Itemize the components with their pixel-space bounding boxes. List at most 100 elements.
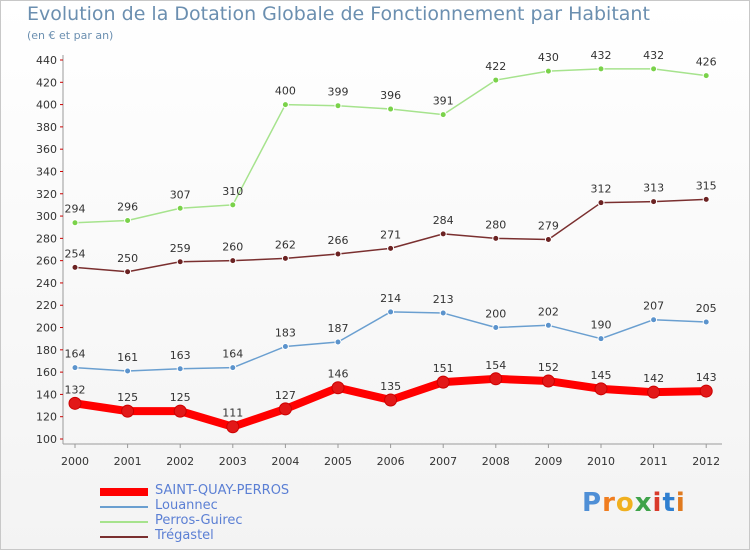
x-tick-label: 2009 xyxy=(534,455,562,468)
x-tick-label: 2007 xyxy=(429,455,457,468)
data-point xyxy=(544,235,552,243)
data-label: 294 xyxy=(65,203,86,216)
data-label: 307 xyxy=(170,188,191,201)
data-label: 432 xyxy=(591,49,612,62)
series-line xyxy=(74,311,707,372)
y-tick-label: 220 xyxy=(36,299,57,312)
data-point xyxy=(541,374,555,388)
y-tick-label: 360 xyxy=(36,143,57,156)
data-label: 426 xyxy=(696,56,717,69)
data-point xyxy=(334,102,342,110)
data-point xyxy=(387,105,395,113)
data-point xyxy=(229,201,237,209)
data-point xyxy=(121,404,135,418)
x-tick-label: 2001 xyxy=(114,455,142,468)
data-point xyxy=(492,234,500,242)
y-tick-label: 200 xyxy=(36,322,57,335)
data-point xyxy=(544,67,552,75)
data-label: 396 xyxy=(380,89,401,102)
x-tick-label: 2012 xyxy=(692,455,720,468)
data-label: 125 xyxy=(117,391,138,404)
data-label: 313 xyxy=(643,182,664,195)
legend-label: Louannec xyxy=(155,498,218,513)
data-point xyxy=(489,372,503,386)
logo-letter: i xyxy=(675,488,686,518)
data-label: 200 xyxy=(485,308,506,321)
data-label: 400 xyxy=(275,85,296,98)
data-point xyxy=(387,244,395,252)
y-tick-label: 260 xyxy=(36,255,57,268)
data-label: 146 xyxy=(328,368,349,381)
logo-letter: t xyxy=(662,488,676,518)
data-point xyxy=(226,420,240,434)
data-label: 164 xyxy=(222,348,243,361)
data-point xyxy=(702,318,710,326)
y-tick-label: 180 xyxy=(36,344,57,357)
data-point xyxy=(71,219,79,227)
data-label: 187 xyxy=(328,322,349,335)
data-label: 312 xyxy=(591,183,612,196)
data-label: 280 xyxy=(485,218,506,231)
legend-swatch xyxy=(100,536,148,538)
y-tick-label: 440 xyxy=(36,54,57,67)
data-label: 183 xyxy=(275,326,296,339)
data-label: 250 xyxy=(117,252,138,265)
data-label: 432 xyxy=(643,49,664,62)
logo-letter: o xyxy=(615,488,635,518)
data-label: 254 xyxy=(65,247,86,260)
data-point xyxy=(699,384,713,398)
data-point xyxy=(544,321,552,329)
data-point xyxy=(597,199,605,207)
data-point xyxy=(124,367,132,375)
data-label: 205 xyxy=(696,302,717,315)
x-tick-label: 2005 xyxy=(324,455,352,468)
data-point xyxy=(124,217,132,225)
data-point xyxy=(71,364,79,372)
y-tick-label: 140 xyxy=(36,388,57,401)
data-label: 284 xyxy=(433,214,454,227)
data-point xyxy=(439,309,447,317)
data-label: 260 xyxy=(222,241,243,254)
x-tick-label: 2000 xyxy=(61,455,89,468)
data-label: 279 xyxy=(538,219,559,232)
legend-swatch xyxy=(100,506,148,508)
data-point xyxy=(124,268,132,276)
data-label: 430 xyxy=(538,51,559,64)
data-label: 132 xyxy=(65,383,86,396)
data-label: 154 xyxy=(485,359,506,372)
x-tick-label: 2002 xyxy=(166,455,194,468)
data-label: 213 xyxy=(433,293,454,306)
logo-letter: P xyxy=(582,488,603,518)
data-label: 207 xyxy=(643,300,664,313)
x-tick-label: 2006 xyxy=(377,455,405,468)
data-point xyxy=(281,254,289,262)
data-label: 296 xyxy=(117,201,138,214)
data-label: 214 xyxy=(380,292,401,305)
y-tick-label: 240 xyxy=(36,277,57,290)
data-point xyxy=(439,230,447,238)
y-tick-label: 120 xyxy=(36,411,57,424)
y-tick-label: 100 xyxy=(36,433,57,446)
data-label: 111 xyxy=(222,407,243,420)
data-label: 125 xyxy=(170,391,191,404)
legend-label: SAINT-QUAY-PERROS xyxy=(155,483,290,498)
data-label: 161 xyxy=(117,351,138,364)
logo-letter: r xyxy=(602,488,616,518)
data-point xyxy=(71,263,79,271)
data-label: 142 xyxy=(643,372,664,385)
data-point xyxy=(702,72,710,80)
data-label: 135 xyxy=(380,380,401,393)
x-tick-label: 2011 xyxy=(640,455,668,468)
data-label: 202 xyxy=(538,305,559,318)
data-label: 152 xyxy=(538,361,559,374)
x-tick-label: 2010 xyxy=(587,455,615,468)
x-tick-label: 2008 xyxy=(482,455,510,468)
data-point xyxy=(331,381,345,395)
legend-swatch xyxy=(100,521,148,523)
data-point xyxy=(650,316,658,324)
data-point xyxy=(384,393,398,407)
data-point xyxy=(176,258,184,266)
data-point xyxy=(68,396,82,410)
